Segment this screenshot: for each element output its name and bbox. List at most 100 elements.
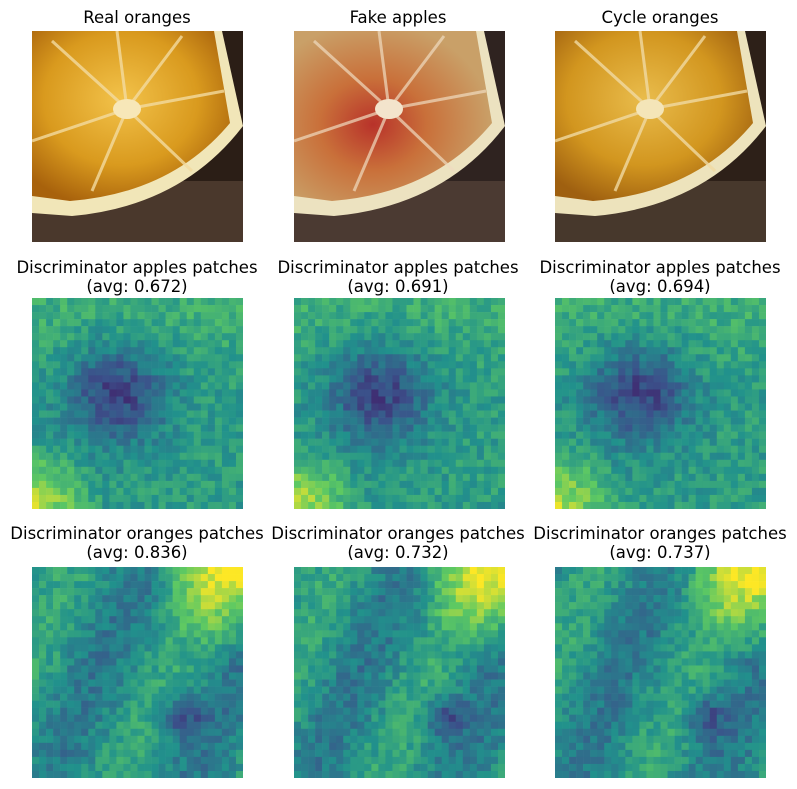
heatmap-cell xyxy=(186,368,195,376)
heatmap-cell xyxy=(116,616,124,624)
heatmap-cell xyxy=(207,721,216,730)
heatmap-cell xyxy=(378,487,386,496)
heatmap-cell xyxy=(322,340,330,348)
heatmap-cell xyxy=(67,347,75,355)
heatmap-cell xyxy=(343,403,351,411)
heatmap-cell xyxy=(137,438,145,446)
heatmap-cell xyxy=(308,714,316,723)
heatmap-cell xyxy=(221,382,230,390)
heatmap-cell xyxy=(420,389,428,397)
heatmap-cell xyxy=(371,438,379,446)
heatmap-cell xyxy=(611,644,619,652)
heatmap-cell xyxy=(357,707,365,715)
heatmap-cell xyxy=(434,368,442,376)
heatmap-cell xyxy=(597,581,605,589)
heatmap-cell xyxy=(32,728,40,737)
heatmap-cell xyxy=(562,445,570,454)
heatmap-cell xyxy=(186,707,195,715)
heatmap-cell xyxy=(618,333,626,341)
heatmap-cell xyxy=(172,354,180,362)
heatmap-cell xyxy=(702,658,711,666)
heatmap-cell xyxy=(67,714,75,723)
heatmap-cell xyxy=(207,361,216,369)
heatmap-cell xyxy=(308,473,316,482)
heatmap-cell xyxy=(737,382,746,390)
heatmap-cell xyxy=(322,567,330,575)
heatmap-cell xyxy=(322,403,330,411)
heatmap-cell xyxy=(455,445,464,454)
heatmap-cell xyxy=(53,312,61,320)
heatmap-cell xyxy=(193,375,202,383)
heatmap-cell xyxy=(74,396,82,404)
heatmap-cell xyxy=(165,728,173,737)
heatmap-cell xyxy=(46,665,54,673)
heatmap-cell xyxy=(681,438,689,446)
heatmap-cell xyxy=(315,665,323,673)
heatmap-cell xyxy=(730,431,739,439)
heatmap-cell xyxy=(130,326,138,334)
heatmap-cell xyxy=(660,637,668,645)
heatmap-cell xyxy=(667,424,675,432)
heatmap-cell xyxy=(308,501,316,509)
heatmap-cell xyxy=(660,333,668,341)
heatmap-cell xyxy=(590,581,598,589)
heatmap-cell xyxy=(555,574,563,582)
heatmap-cell xyxy=(427,686,435,694)
heatmap-cell xyxy=(301,438,309,446)
heatmap-cell xyxy=(102,466,110,475)
heatmap-cell xyxy=(653,616,661,624)
heatmap-cell xyxy=(604,319,612,327)
heatmap-cell xyxy=(137,588,145,596)
heatmap-cell xyxy=(329,588,337,596)
heatmap-cell xyxy=(364,452,372,461)
heatmap-cell xyxy=(137,693,145,701)
heatmap-cell xyxy=(674,305,682,313)
heatmap-cell xyxy=(228,326,237,334)
heatmap-cell xyxy=(88,721,96,730)
heatmap-cell xyxy=(151,438,159,446)
heatmap-cell xyxy=(179,658,188,666)
heatmap-cell xyxy=(81,417,89,425)
heatmap-cell xyxy=(399,588,407,596)
heatmap-cell xyxy=(151,431,159,439)
heatmap-cell xyxy=(688,340,696,348)
heatmap-cell xyxy=(632,410,640,418)
heatmap-cell xyxy=(357,298,365,306)
heatmap-cell xyxy=(343,473,351,482)
heatmap-cell xyxy=(186,417,195,425)
heatmap-cell xyxy=(74,298,82,306)
heatmap-cell xyxy=(81,742,89,751)
heatmap-cell xyxy=(95,665,103,673)
heatmap-cell xyxy=(709,347,718,355)
heatmap-cell xyxy=(364,749,372,758)
heatmap-cell xyxy=(406,728,414,737)
heatmap-cell xyxy=(420,700,428,708)
heatmap-cell xyxy=(420,588,428,596)
heatmap-cell xyxy=(322,410,330,418)
heatmap-cell xyxy=(322,602,330,610)
heatmap-cell xyxy=(716,644,725,652)
heatmap-cell xyxy=(74,375,82,383)
heatmap-cell xyxy=(597,424,605,432)
heatmap-cell xyxy=(144,473,152,482)
heatmap-cell xyxy=(207,494,216,503)
heatmap-cell xyxy=(301,459,309,468)
heatmap-cell xyxy=(214,735,223,744)
heatmap-cell xyxy=(399,396,407,404)
heatmap-cell xyxy=(364,665,372,673)
heatmap-cell xyxy=(350,438,358,446)
heatmap-cell xyxy=(221,637,230,645)
heatmap-cell xyxy=(562,588,570,596)
heatmap-cell xyxy=(151,319,159,327)
heatmap-cell xyxy=(490,410,499,418)
heatmap-cell xyxy=(399,623,407,631)
heatmap-cell xyxy=(441,424,450,432)
heatmap-cell xyxy=(399,651,407,659)
title-disc-apples-fake: Discriminator apples patches (avg: 0.691… xyxy=(265,258,531,296)
heatmap-cell xyxy=(611,501,619,509)
heatmap-cell xyxy=(378,438,386,446)
heatmap-cell xyxy=(632,396,640,404)
heatmap-cell xyxy=(434,340,442,348)
heatmap-cell xyxy=(336,361,344,369)
heatmap-cell xyxy=(207,756,216,765)
